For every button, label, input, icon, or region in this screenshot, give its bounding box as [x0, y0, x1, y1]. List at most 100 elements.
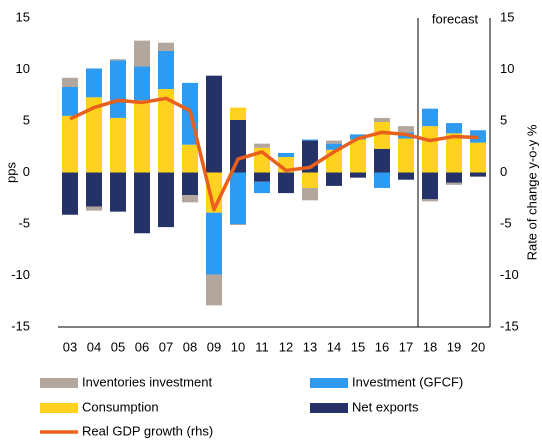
bar	[374, 117, 390, 123]
x-tick-label: 18	[423, 339, 437, 354]
y2-tick-label: -5	[500, 215, 512, 230]
bar	[110, 59, 126, 61]
bar	[110, 60, 126, 118]
bar	[398, 172, 414, 180]
x-tick-label: 11	[255, 339, 269, 354]
bar	[134, 172, 150, 234]
bar	[62, 115, 78, 173]
bar	[86, 97, 102, 173]
y-tick-label: 5	[23, 112, 30, 127]
x-tick-label: 12	[279, 339, 293, 354]
bar	[350, 139, 366, 173]
bar	[230, 224, 246, 226]
legend-swatch	[310, 403, 348, 413]
bar	[110, 172, 126, 212]
bar	[230, 107, 246, 120]
bar	[158, 172, 174, 228]
y2-tick-label: -15	[500, 318, 519, 333]
y2-tick-label: 5	[500, 112, 507, 127]
bar	[398, 126, 414, 133]
bar	[470, 142, 486, 173]
bar	[446, 123, 462, 134]
y-tick-label: 15	[16, 9, 30, 24]
bar	[374, 148, 390, 173]
y2-tick-label: 10	[500, 61, 514, 76]
x-tick-label: 10	[231, 339, 245, 354]
bar	[422, 108, 438, 127]
y-tick-label: -10	[11, 267, 30, 282]
bar	[374, 172, 390, 188]
y-tick-label: -5	[18, 215, 30, 230]
x-tick-label: 17	[399, 339, 413, 354]
bar	[326, 140, 342, 144]
bar	[350, 172, 366, 178]
bar	[134, 40, 150, 67]
bar	[374, 122, 390, 149]
bar	[422, 199, 438, 202]
bar	[62, 77, 78, 88]
x-tick-label: 19	[447, 339, 461, 354]
bar	[446, 133, 462, 173]
bar	[446, 182, 462, 185]
legend-swatch	[40, 378, 78, 388]
x-tick-label: 04	[87, 339, 101, 354]
bar	[398, 138, 414, 173]
bar	[326, 143, 342, 150]
line	[69, 96, 479, 212]
x-tick-label: 05	[111, 339, 125, 354]
bar	[254, 181, 270, 194]
bar	[158, 89, 174, 173]
y-axis-label: pps	[3, 162, 18, 183]
x-tick-label: 16	[375, 339, 389, 354]
bar	[206, 75, 222, 173]
x-tick-label: 06	[135, 339, 149, 354]
bar	[62, 172, 78, 215]
bar	[134, 66, 150, 101]
x-tick-label: 14	[327, 339, 341, 354]
legend-label: Consumption	[82, 399, 159, 414]
x-tick-label: 20	[471, 339, 485, 354]
bar	[254, 143, 270, 148]
legend-swatch	[40, 403, 78, 413]
bar	[62, 87, 78, 116]
bar	[182, 195, 198, 203]
legend-label: Real GDP growth (rhs)	[82, 423, 213, 438]
y-tick-label: 10	[16, 61, 30, 76]
y2-axis-label: Rate of change y-o-y %	[524, 124, 539, 260]
bar	[302, 172, 318, 188]
x-tick-label: 15	[351, 339, 365, 354]
bar	[110, 117, 126, 173]
bar	[134, 100, 150, 173]
bar	[446, 172, 462, 183]
annotation: forecast	[432, 11, 479, 26]
legend-label: Net exports	[352, 399, 419, 414]
bar	[422, 172, 438, 200]
bar	[254, 172, 270, 182]
legend-label: Investment (GFCF)	[352, 374, 463, 389]
bar	[206, 274, 222, 306]
bar	[86, 68, 102, 98]
y2-tick-label: 0	[500, 164, 507, 179]
bar	[230, 119, 246, 173]
bar	[86, 172, 102, 207]
bar	[470, 172, 486, 177]
bar	[86, 206, 102, 211]
bar	[302, 187, 318, 201]
bar	[326, 172, 342, 186]
x-tick-label: 07	[159, 339, 173, 354]
x-tick-label: 13	[303, 339, 317, 354]
y2-tick-label: 15	[500, 9, 514, 24]
bar	[278, 152, 294, 158]
y-tick-label: 0	[23, 164, 30, 179]
bar	[302, 139, 318, 141]
x-tick-label: 08	[183, 339, 197, 354]
legend-label: Inventories investment	[82, 374, 212, 389]
x-tick-label: 03	[63, 339, 77, 354]
y2-tick-label: -10	[500, 267, 519, 282]
bar	[230, 172, 246, 224]
legend-swatch	[310, 378, 348, 388]
y-tick-label: -15	[11, 318, 30, 333]
x-tick-label: 09	[207, 339, 221, 354]
